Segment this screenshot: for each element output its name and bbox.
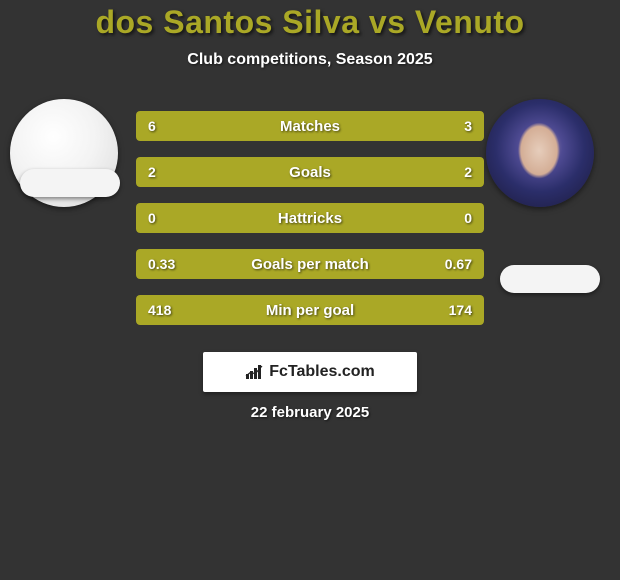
stat-right-fill — [383, 295, 484, 325]
stat-right-fill — [310, 203, 484, 233]
page-subtitle: Club competitions, Season 2025 — [0, 51, 620, 69]
stat-left-fill — [136, 157, 310, 187]
stat-row: Goals per match0.330.67 — [136, 249, 484, 279]
stat-row: Hattricks00 — [136, 203, 484, 233]
stat-right-fill — [310, 157, 484, 187]
stat-bars: Matches63 Goals22 Hattricks00 Goals per mat… — [136, 111, 484, 341]
stat-row: Matches63 — [136, 111, 484, 141]
comparison-infographic: dos Santos Silva vs Venuto Club competit… — [0, 0, 620, 580]
stat-left-fill — [136, 249, 251, 279]
stat-left-fill — [136, 295, 383, 325]
stats-zone: Matches63 Goals22 Hattricks00 Goals per mat… — [0, 105, 620, 355]
brand-text: FcTables.com — [269, 363, 375, 381]
stat-left-fill — [136, 111, 369, 141]
stat-row: Goals22 — [136, 157, 484, 187]
stat-left-fill — [136, 203, 310, 233]
stat-row: Min per goal418174 — [136, 295, 484, 325]
player-left-pill — [20, 169, 120, 197]
infographic-date: 22 february 2025 — [0, 404, 620, 421]
brand-chart-icon — [245, 364, 265, 380]
brand-badge: FcTables.com — [203, 352, 417, 392]
player-right-pill — [500, 265, 600, 293]
page-title: dos Santos Silva vs Venuto — [0, 4, 620, 41]
stat-right-fill — [369, 111, 484, 141]
stat-right-fill — [251, 249, 484, 279]
player-right-avatar — [486, 99, 594, 207]
